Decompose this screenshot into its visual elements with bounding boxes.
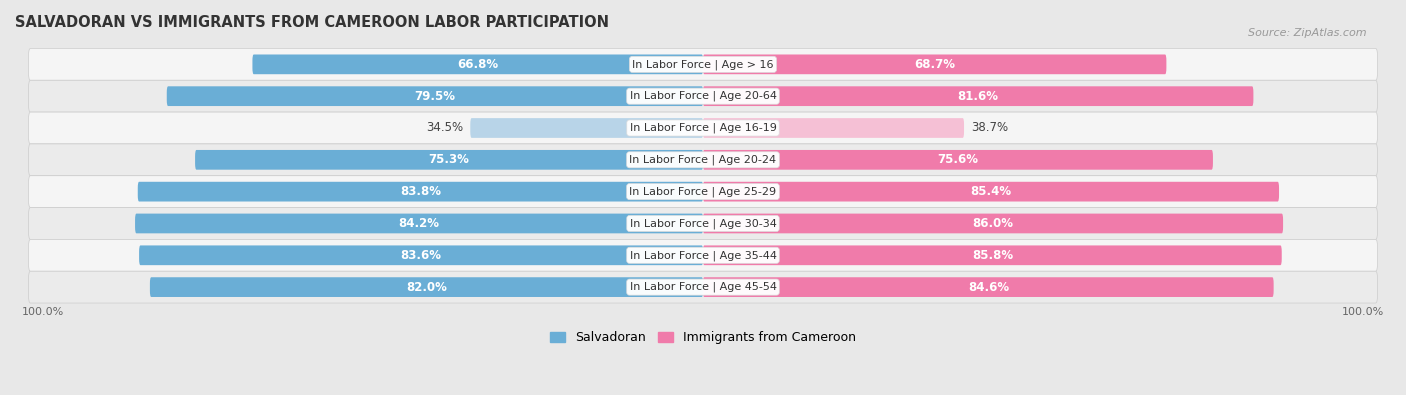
FancyBboxPatch shape [28,271,1378,303]
FancyBboxPatch shape [703,245,1282,265]
Text: 75.6%: 75.6% [938,153,979,166]
Text: Source: ZipAtlas.com: Source: ZipAtlas.com [1249,28,1367,38]
FancyBboxPatch shape [703,182,1279,201]
FancyBboxPatch shape [139,245,703,265]
Text: 83.8%: 83.8% [399,185,441,198]
FancyBboxPatch shape [28,239,1378,271]
FancyBboxPatch shape [150,277,703,297]
Text: 34.5%: 34.5% [426,122,464,135]
Text: 38.7%: 38.7% [970,122,1008,135]
Text: In Labor Force | Age 35-44: In Labor Force | Age 35-44 [630,250,776,261]
Text: 86.0%: 86.0% [973,217,1014,230]
FancyBboxPatch shape [135,214,703,233]
Text: SALVADORAN VS IMMIGRANTS FROM CAMEROON LABOR PARTICIPATION: SALVADORAN VS IMMIGRANTS FROM CAMEROON L… [15,15,609,30]
FancyBboxPatch shape [28,112,1378,144]
Text: 84.6%: 84.6% [967,280,1010,293]
Text: In Labor Force | Age 16-19: In Labor Force | Age 16-19 [630,123,776,133]
Text: 82.0%: 82.0% [406,280,447,293]
FancyBboxPatch shape [703,214,1284,233]
Text: 66.8%: 66.8% [457,58,498,71]
Legend: Salvadoran, Immigrants from Cameroon: Salvadoran, Immigrants from Cameroon [546,326,860,349]
Text: 68.7%: 68.7% [914,58,955,71]
Text: 81.6%: 81.6% [957,90,998,103]
Text: In Labor Force | Age 25-29: In Labor Force | Age 25-29 [630,186,776,197]
FancyBboxPatch shape [195,150,703,170]
Text: In Labor Force | Age 30-34: In Labor Force | Age 30-34 [630,218,776,229]
FancyBboxPatch shape [28,176,1378,207]
FancyBboxPatch shape [28,80,1378,112]
FancyBboxPatch shape [138,182,703,201]
Text: 83.6%: 83.6% [401,249,441,262]
Text: In Labor Force | Age 45-54: In Labor Force | Age 45-54 [630,282,776,292]
FancyBboxPatch shape [28,144,1378,176]
Text: In Labor Force | Age 20-24: In Labor Force | Age 20-24 [630,154,776,165]
Text: 75.3%: 75.3% [429,153,470,166]
FancyBboxPatch shape [703,277,1274,297]
FancyBboxPatch shape [703,150,1213,170]
FancyBboxPatch shape [253,55,703,74]
Text: 85.8%: 85.8% [972,249,1012,262]
FancyBboxPatch shape [470,118,703,138]
FancyBboxPatch shape [167,87,703,106]
Text: 100.0%: 100.0% [21,307,65,317]
Text: 79.5%: 79.5% [415,90,456,103]
FancyBboxPatch shape [703,87,1253,106]
FancyBboxPatch shape [28,207,1378,239]
Text: 85.4%: 85.4% [970,185,1011,198]
Text: In Labor Force | Age > 16: In Labor Force | Age > 16 [633,59,773,70]
Text: 84.2%: 84.2% [398,217,440,230]
Text: In Labor Force | Age 20-64: In Labor Force | Age 20-64 [630,91,776,102]
FancyBboxPatch shape [28,49,1378,80]
FancyBboxPatch shape [703,118,965,138]
Text: 100.0%: 100.0% [1341,307,1385,317]
FancyBboxPatch shape [703,55,1167,74]
